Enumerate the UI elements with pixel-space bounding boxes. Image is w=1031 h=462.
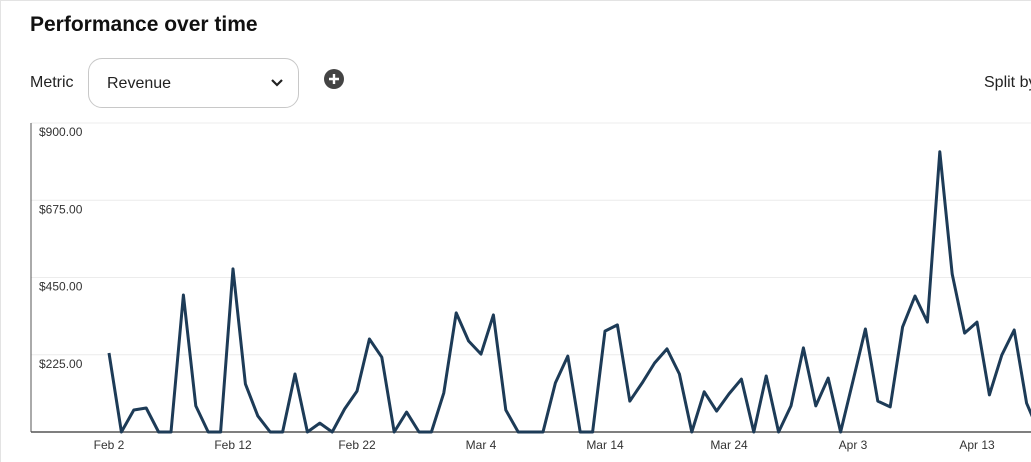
- x-tick-label: Mar 14: [586, 438, 624, 452]
- add-metric-button[interactable]: [323, 68, 345, 90]
- chevron-icon: [271, 79, 283, 87]
- y-tick-label: $225.00: [39, 357, 83, 371]
- split-label[interactable]: Split by: [984, 74, 1031, 91]
- metric-dropdown[interactable]: Revenue: [88, 58, 299, 108]
- metric-label: Metric: [30, 74, 74, 91]
- x-tick-label: Mar 24: [710, 438, 748, 452]
- revenue-line: [107, 150, 1031, 434]
- x-tick-label: Mar 4: [466, 438, 497, 452]
- panel-title: Performance over time: [30, 13, 258, 36]
- y-tick-label: $450.00: [39, 280, 83, 294]
- metric-value: Revenue: [107, 75, 172, 92]
- y-tick-label: $900.00: [39, 125, 83, 139]
- x-tick-label: Feb 2: [94, 438, 125, 452]
- x-tick-label: Feb 12: [214, 438, 252, 452]
- plot-area: [107, 150, 1031, 434]
- x-tick-label: Feb 22: [338, 438, 376, 452]
- y-tick-label: $675.00: [39, 202, 83, 216]
- x-tick-label: Apr 3: [839, 438, 868, 452]
- x-tick-label: Apr 13: [959, 438, 995, 452]
